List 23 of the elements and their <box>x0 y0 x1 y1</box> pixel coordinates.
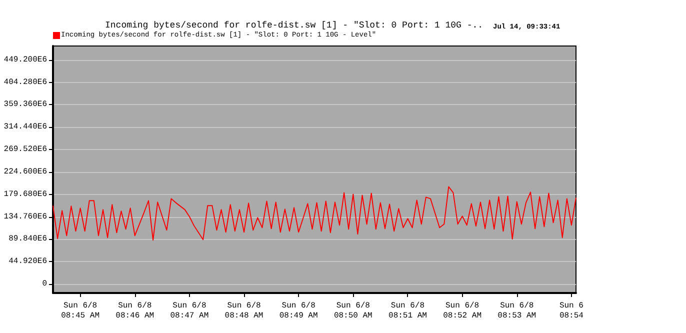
x-tick-label: Sun 6/8 08:53 AM <box>498 302 536 320</box>
x-tick-label: Sun 6/8 08:46 AM <box>116 302 154 320</box>
x-tick-label: Sun 6/8 08:52 AM <box>443 302 482 320</box>
line-series <box>52 186 576 241</box>
y-tick-label: 314.440E6 <box>4 122 48 132</box>
y-tick-label: 404.280E6 <box>4 78 48 87</box>
y-tick-label: 134.760E6 <box>4 212 48 222</box>
y-tick-label: 449.200E6 <box>4 55 48 64</box>
x-tick-label: Sun 6/8 08:47 AM <box>170 302 209 320</box>
x-tick-label: Sun 6/8 08:45 AM <box>61 302 100 320</box>
y-tick-label: 89.840E6 <box>8 234 48 244</box>
y-tick-label: 224.600E6 <box>4 167 48 176</box>
x-tick-label: Sun 6/8 08:48 AM <box>224 302 264 320</box>
y-tick-label: 359.360E6 <box>4 100 48 110</box>
x-tick-label: Sun 6 08:54 <box>559 302 584 320</box>
x-tick-label: Sun 6/8 08:51 AM <box>388 302 428 320</box>
y-tick-label: 44.920E6 <box>8 257 48 266</box>
y-tick-label: 179.680E6 <box>4 190 48 199</box>
x-tick-label: Sun 6/8 08:49 AM <box>279 302 318 320</box>
chart-title: Incoming bytes/second for rolfe-dist.sw [1] - "Slot: 0 Port: 1 10G -.. <box>105 20 484 30</box>
y-tick-label: 269.520E6 <box>4 145 48 154</box>
y-tick-label: 0 <box>42 280 48 289</box>
x-tick-label: Sun 6/8 08:50 AM <box>334 302 373 320</box>
